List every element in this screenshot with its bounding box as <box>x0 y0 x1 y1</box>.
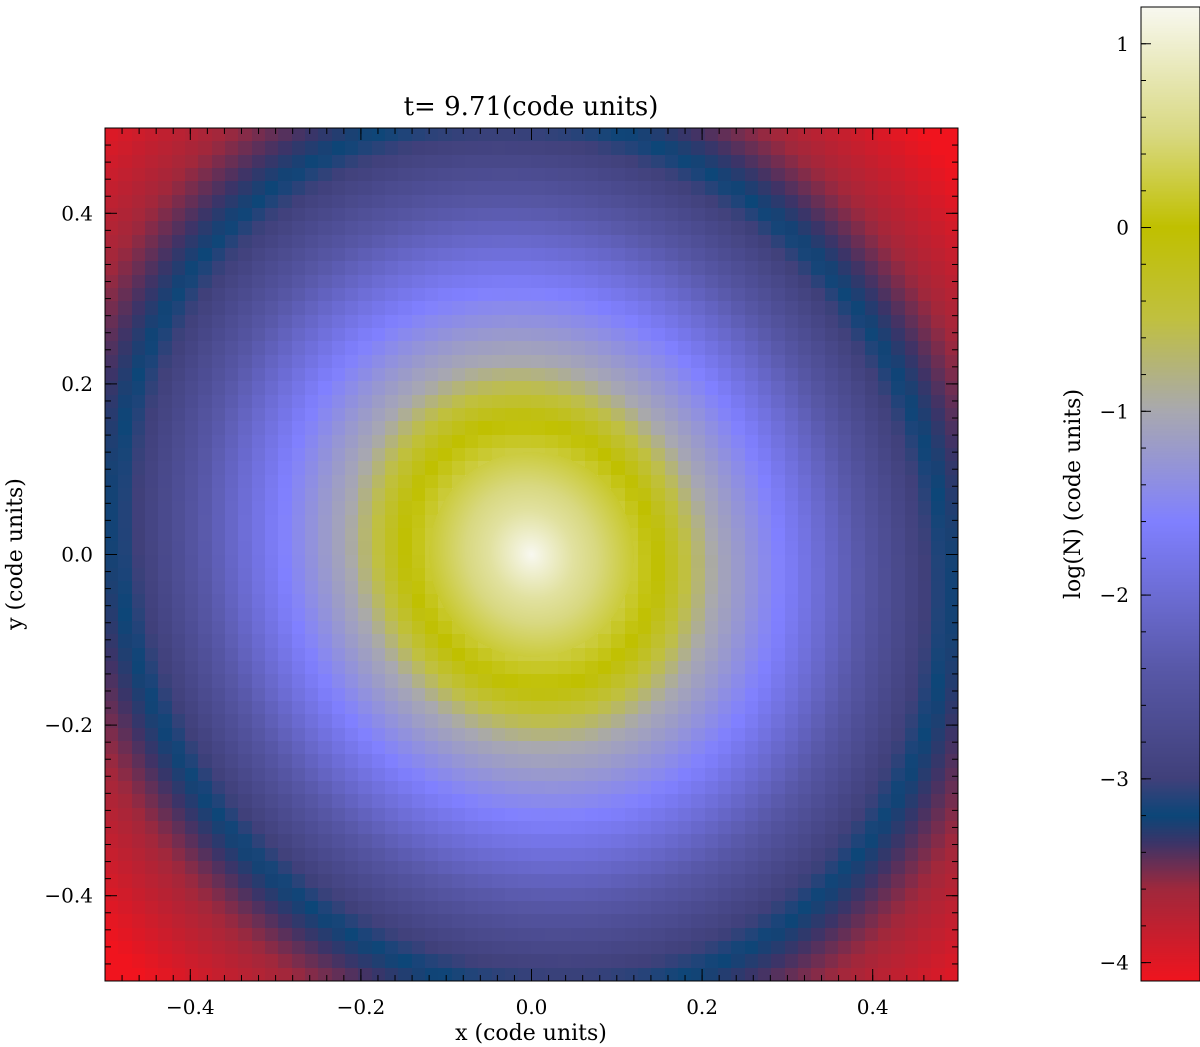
colorbar-tick-label: 0 <box>1116 216 1129 240</box>
y-axis-label: y (code units) <box>3 478 28 631</box>
colorbar-axis: 1 0 −1 −2 −3 −4 <box>1100 32 1151 975</box>
y-axis: −0.4 −0.2 0.0 0.2 0.4 <box>44 127 958 982</box>
y-tick-label: 0.0 <box>61 543 93 567</box>
heatmap-image <box>105 128 958 981</box>
colorbar-tick-label: −3 <box>1100 767 1129 791</box>
colorbar-tick-label: −1 <box>1100 399 1129 423</box>
chart-title: t= 9.71(code units) <box>404 92 659 122</box>
x-axis-label: x (code units) <box>455 1021 607 1046</box>
colorbar-gradient <box>1141 7 1200 981</box>
x-tick-label: 0.0 <box>516 995 548 1019</box>
x-tick-label: 0.4 <box>857 995 889 1019</box>
y-tick-label: −0.4 <box>44 884 93 908</box>
colorbar-label: log(N) (code units) <box>1061 389 1086 599</box>
y-tick-label: 0.4 <box>61 201 93 225</box>
x-tick-label: 0.2 <box>686 995 718 1019</box>
x-tick-label: −0.2 <box>337 995 386 1019</box>
plot-frame <box>104 127 959 982</box>
y-tick-label: −0.2 <box>44 713 93 737</box>
colorbar-tick-label: −4 <box>1100 951 1129 975</box>
colorbar-tick-label: −2 <box>1100 583 1129 607</box>
colorbar-tick-label: 1 <box>1116 32 1129 56</box>
y-tick-label: 0.2 <box>61 372 93 396</box>
x-tick-label: −0.4 <box>166 995 215 1019</box>
colorbar-frame <box>1140 6 1200 982</box>
x-axis: −0.4 −0.2 0.0 0.2 0.4 <box>104 128 959 1019</box>
